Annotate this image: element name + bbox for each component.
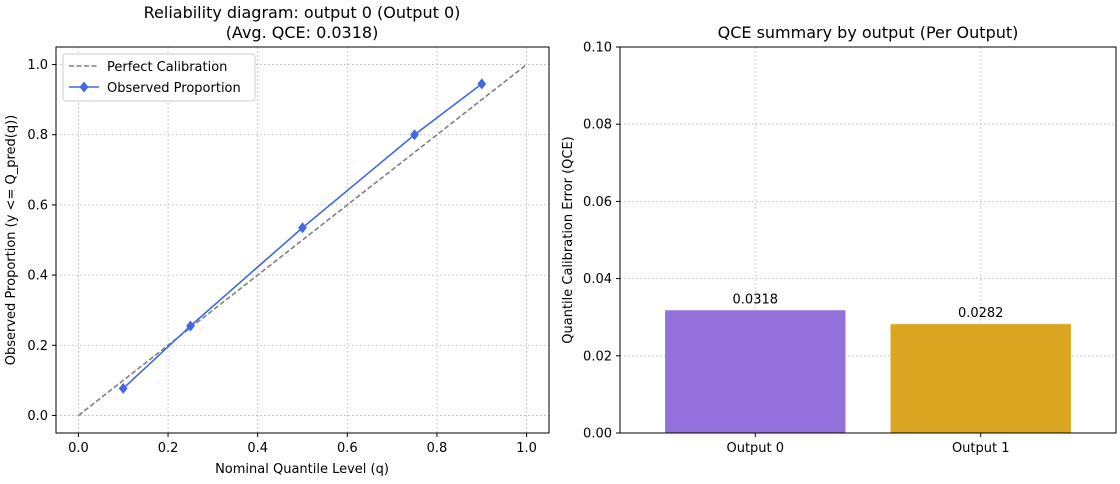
qce-y-label: Quantile Calibration Error (QCE) (561, 136, 576, 343)
reliability-title: Reliability diagram: output 0 (Output 0) (144, 3, 461, 22)
reliability-subtitle: (Avg. QCE: 0.0318) (226, 23, 379, 42)
qce-y-tick-label: 0.02 (583, 349, 612, 364)
perfect-calibration-line (77, 63, 528, 417)
qce-bar (665, 310, 846, 433)
reliability-series (77, 63, 528, 417)
observed-proportion-line (122, 83, 483, 390)
legend-label-observed: Observed Proportion (107, 81, 241, 96)
reliability-x-tick-label: 0.4 (247, 441, 268, 456)
reliability-legend: Perfect Calibration Observed Proportion (62, 53, 256, 102)
reliability-y-tick-label: 0.8 (27, 128, 48, 143)
observed-proportion-point (118, 382, 128, 394)
qce-x-tick-label: Output 1 (952, 441, 1010, 456)
qce-bar-value-label: 0.0282 (958, 306, 1004, 321)
qce-y-ticks: 0.00 0.02 0.04 0.06 0.08 0.10 (583, 41, 620, 442)
qce-y-tick-label: 0.06 (583, 195, 612, 210)
reliability-x-tick-label: 0.2 (158, 441, 179, 456)
reliability-y-tick-label: 1.0 (27, 58, 48, 73)
qce-axes-frame (619, 46, 1117, 434)
reliability-grid (56, 47, 549, 433)
observed-proportion-point (477, 78, 487, 90)
reliability-y-label: Observed Proportion (y <= Q_pred(q)) (4, 115, 19, 365)
reliability-y-tick-label: 0.4 (27, 269, 48, 284)
qce-y-tick-label: 0.00 (583, 427, 612, 442)
qce-title: QCE summary by output (Per Output) (718, 23, 1019, 42)
legend-label-perfect: Perfect Calibration (107, 60, 227, 75)
qce-bar (890, 324, 1071, 433)
legend-box (62, 53, 256, 102)
reliability-panel: Reliability diagram: output 0 (Output 0)… (4, 3, 550, 477)
reliability-x-tick-label: 0.6 (337, 441, 358, 456)
reliability-y-tick-label: 0.0 (27, 409, 48, 424)
reliability-x-label: Nominal Quantile Level (q) (215, 462, 389, 477)
reliability-y-ticks: 0.0 0.2 0.4 0.6 0.8 1.0 (27, 58, 56, 424)
reliability-x-tick-label: 0.8 (427, 441, 448, 456)
reliability-y-tick-label: 0.6 (27, 198, 48, 213)
qce-y-tick-label: 0.04 (583, 272, 612, 287)
reliability-axes-frame (55, 46, 550, 434)
reliability-x-tick-label: 1.0 (516, 441, 537, 456)
reliability-x-tick-label: 0.0 (68, 441, 89, 456)
qce-x-ticks: Output 0 Output 1 (726, 433, 1010, 456)
observed-proportion-point (186, 320, 195, 332)
qce-panel: QCE summary by output (Per Output) 0.031… (561, 23, 1117, 456)
qce-y-tick-label: 0.10 (583, 41, 612, 56)
observed-proportion-point (410, 129, 419, 141)
qce-x-tick-label: Output 0 (726, 441, 784, 456)
reliability-x-ticks: 0.0 0.2 0.4 0.6 0.8 1.0 (68, 433, 537, 456)
observed-proportion-point (298, 222, 307, 234)
qce-bars: 0.0318 0.0282 (665, 292, 1071, 433)
qce-y-tick-label: 0.08 (583, 118, 612, 133)
reliability-y-tick-label: 0.2 (27, 339, 48, 354)
qce-bar-value-label: 0.0318 (733, 292, 779, 307)
legend-marker-observed (79, 81, 89, 93)
